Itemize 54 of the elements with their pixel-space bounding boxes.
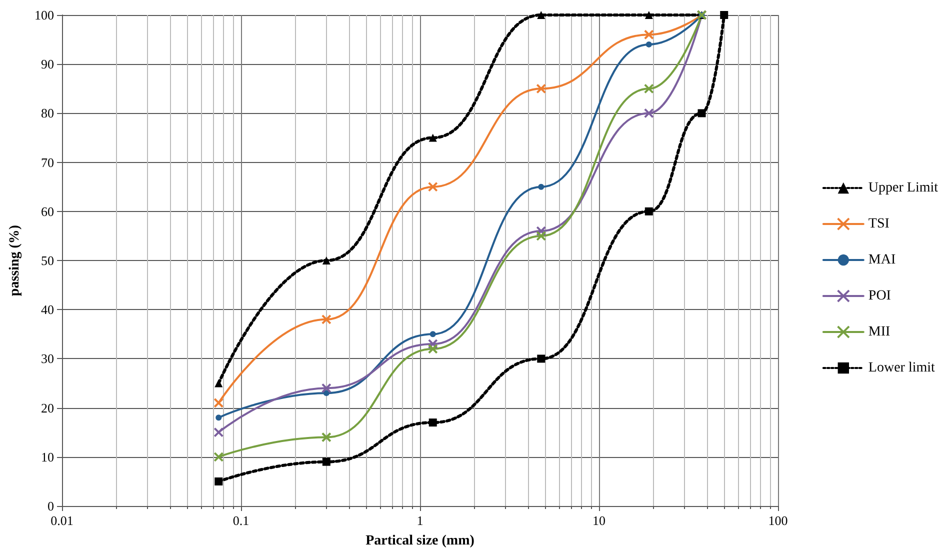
point — [323, 390, 330, 396]
point — [321, 383, 332, 394]
point — [644, 207, 653, 216]
x-tick-label: 10 — [592, 513, 606, 528]
y-tick-label: 70 — [41, 154, 54, 170]
x-tick-label: 0.1 — [232, 513, 250, 528]
point — [538, 184, 544, 190]
point — [428, 182, 438, 192]
point — [644, 30, 654, 40]
point — [214, 398, 224, 408]
point — [322, 458, 330, 466]
y-axis-title: passing (%) — [8, 224, 22, 296]
point — [428, 344, 438, 354]
point — [536, 84, 546, 94]
point — [214, 427, 224, 438]
x-tick-label: 100 — [768, 513, 788, 528]
x-tick-label: 1 — [416, 513, 424, 528]
legend-label: Upper Limit — [868, 180, 938, 196]
y-tick-label: 40 — [41, 302, 54, 318]
point — [646, 41, 652, 48]
point — [428, 134, 437, 142]
y-tick-label: 50 — [41, 253, 54, 268]
legend-label: Lower limit — [868, 360, 935, 376]
y-tick-label: 0 — [48, 498, 54, 514]
point — [644, 11, 653, 19]
x-axis-title: Partical size (mm) — [366, 534, 475, 548]
legend-label: POI — [868, 288, 892, 304]
y-tick-label: 80 — [41, 106, 54, 121]
y-tick-label: 60 — [41, 204, 54, 219]
point — [430, 331, 436, 338]
point — [214, 477, 223, 486]
point — [321, 314, 332, 324]
point — [428, 418, 437, 427]
point — [321, 432, 332, 442]
point — [537, 354, 546, 363]
y-tick-label: 10 — [41, 449, 54, 464]
point — [644, 108, 654, 118]
point — [322, 256, 330, 264]
x-tick-label: 0.01 — [50, 513, 74, 528]
point — [214, 452, 224, 462]
legend-label: MAI — [868, 252, 896, 268]
point — [536, 226, 546, 236]
y-tick-label: 90 — [41, 56, 54, 72]
point — [216, 414, 222, 421]
y-tick-label: 100 — [34, 8, 54, 22]
legend-label: TSI — [868, 216, 890, 232]
y-tick-label: 30 — [41, 351, 54, 366]
point — [428, 338, 438, 349]
point — [644, 84, 654, 94]
point — [536, 230, 546, 241]
legend-label: MII — [868, 324, 891, 340]
y-tick-label: 20 — [41, 400, 54, 416]
point — [537, 11, 546, 19]
point — [214, 379, 223, 388]
